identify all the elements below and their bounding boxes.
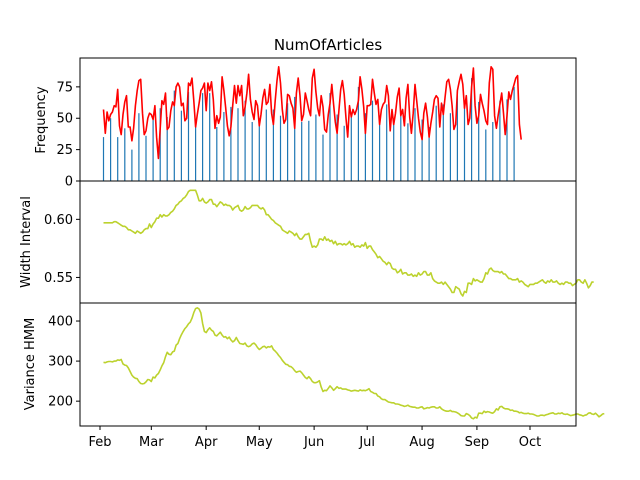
x-tick-label: Jul [358,435,375,450]
frequency-bar [258,118,260,181]
frequency-bar [492,122,494,181]
frequency-bar [386,104,388,181]
y-tick-label: 0 [65,175,73,190]
panel-variance-hmm: 200 300 400 Feb Mar Apr May Jun Jul Aug Sep Oct Va… [23,302,605,450]
chart-title: NumOfArticles [274,36,383,54]
frequency-bar [449,113,451,181]
y-tick-label: 0.55 [44,271,73,286]
frequency-bar [421,119,423,181]
frequency-bar [308,120,310,181]
frequency-bar [152,118,154,181]
frequency-bar [513,86,515,181]
y-tick-label: 50 [56,112,73,127]
x-tick-label: May [246,435,273,450]
frequency-bar [166,117,168,181]
frequency-bar [478,101,480,181]
y-tick-label: 400 [48,315,73,330]
frequency-bar [138,113,140,181]
frequency-bar [435,105,437,181]
frequency-line [102,66,522,160]
frequency-bar [102,137,105,181]
frequency-bar [287,103,289,181]
panel-frequency: 0 25 50 75 Frequency [34,57,577,190]
frequency-bar [244,100,246,181]
month-x-ticks: Feb Mar Apr May Jun Jul Aug Sep Oct [88,426,541,450]
frequency-bar [364,113,366,181]
panel-width-interval: 0.55 0.60 Width Interval [19,180,594,304]
frequency-marks [102,66,522,181]
x-tick-label: Mar [139,435,164,450]
frequency-bar [329,93,331,181]
frequency-bar [301,122,303,181]
frequency-bar [343,125,345,181]
frequency-bar [322,134,324,181]
width-interval-marks [103,189,594,297]
frequency-bar [251,122,253,181]
frequency-bar [195,124,197,181]
frequency-bar [400,115,402,181]
frequency-bar [187,91,190,181]
frequency-y-label: Frequency [34,86,49,153]
frequency-bar [357,86,359,181]
frequency-bar [379,115,381,181]
width-interval-y-label: Width Interval [19,196,34,288]
frequency-bar [499,100,501,181]
frequency-bar [463,103,466,181]
x-tick-label: Aug [409,435,434,450]
frequency-bar [265,109,267,181]
frequency-bar [110,118,112,181]
y-tick-label: 75 [56,80,73,95]
frequency-bar [124,128,126,181]
x-tick-label: Oct [519,435,541,450]
frequency-bar [294,96,296,181]
frequency-bar [117,137,119,181]
frequency-bar [485,129,487,181]
variance-hmm-y-ticks: 200 300 400 [48,315,80,410]
x-tick-label: Feb [88,435,111,450]
y-tick-label: 25 [56,143,73,158]
frequency-bar [428,127,430,181]
frequency-bar [145,135,147,181]
frequency-bar [315,114,317,181]
frequency-bar [393,119,395,181]
variance-hmm-frame [79,302,577,427]
variance-hmm-line [103,307,605,420]
frequency-bar [230,106,232,181]
x-tick-label: Apr [195,435,218,450]
frequency-bar [237,108,239,181]
frequency-bar [506,99,508,181]
frequency-bar [223,112,225,181]
x-tick-label: Sep [465,435,490,450]
frequency-bar [407,123,409,181]
y-tick-label: 300 [48,355,73,370]
frequency-bar [272,109,274,181]
frequency-bar [173,90,175,181]
frequency-bar [456,91,458,181]
frequency-bar [350,115,352,181]
y-tick-label: 200 [48,395,73,410]
frequency-bar [202,93,204,181]
frequency-bar [442,104,444,181]
variance-hmm-marks [103,307,605,420]
frequency-bar [414,108,416,181]
frequency-bar [131,149,133,181]
frequency-bar [471,78,473,181]
frequency-bar [159,108,161,181]
frequency-bar [336,114,338,181]
frequency-bar [216,127,218,181]
y-tick-label: 0.60 [44,213,73,228]
width-interval-line [103,189,594,297]
width-interval-y-ticks: 0.55 0.60 [44,213,80,286]
frequency-bar [209,93,211,181]
frequency-bar [180,110,182,181]
frequency-y-ticks: 0 25 50 75 [56,80,80,190]
variance-hmm-y-label: Variance HMM [23,318,38,411]
frequency-bar [371,100,374,181]
frequency-bar [279,115,282,181]
x-tick-label: Jun [303,435,324,450]
